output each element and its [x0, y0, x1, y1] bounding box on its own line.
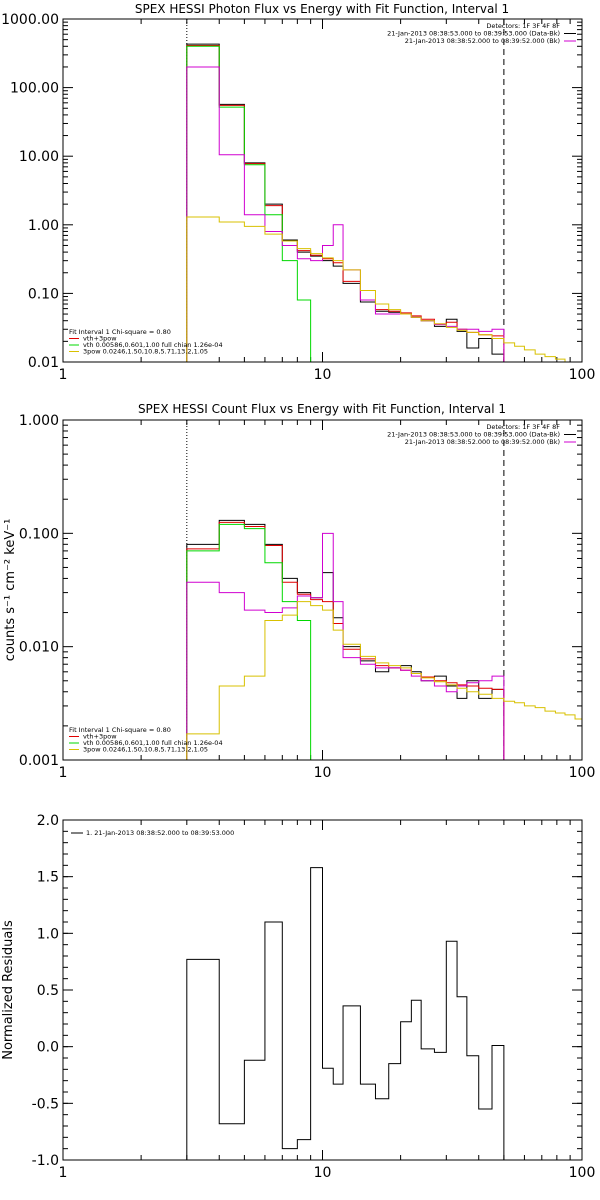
legend-entry: Fit Interval 1 Chi-square = 0.80	[69, 328, 171, 336]
series-red-line	[186, 521, 505, 760]
legend-entry: vth 0.00586,0.601,1.00 full chian 1.26e-…	[83, 739, 223, 747]
chart-title: SPEX HESSI Photon Flux vs Energy with Fi…	[135, 2, 509, 16]
legend-entry: 21-Jan-2013 08:38:53.000 to 08:39:53.000…	[387, 431, 560, 439]
legend-entry: 1. 21-Jan-2013 08:38:52.000 to 08:39:53.…	[86, 829, 234, 837]
y-tick-label: 0.5	[37, 983, 59, 999]
legend-entry: Fit Interval 1 Chi-square = 0.80	[69, 726, 171, 734]
x-tick-label: 1	[59, 1165, 68, 1181]
series-green-line	[186, 523, 323, 761]
legend-entry: 21-Jan-2013 08:38:53.000 to 08:39:53.000…	[387, 30, 560, 38]
x-tick-label: 10	[314, 367, 332, 383]
x-tick-label: 100	[569, 765, 596, 781]
y-tick-label: 1.0	[37, 926, 59, 942]
y-tick-label: -1.0	[32, 1153, 59, 1169]
y-tick-label: 0.001	[19, 753, 59, 769]
series-black-line	[186, 519, 505, 760]
y-tick-label: 0.100	[19, 526, 59, 542]
y-tick-label: 1.00	[28, 218, 59, 234]
legend-entry: 21-Jan-2013 08:38:52.000 to 08:39:52.000…	[405, 438, 560, 446]
series-magenta-line	[186, 532, 505, 760]
y-tick-label: 1.5	[37, 870, 59, 886]
y-axis-label: Normalized Residuals	[1, 920, 16, 1060]
x-tick-label: 1	[59, 765, 68, 781]
legend-entry: Detectors: 1F 3F 4F 8F	[486, 423, 560, 431]
series-black-line	[186, 43, 505, 362]
y-tick-label: 10.00	[19, 149, 59, 165]
x-tick-label: 100	[569, 1165, 596, 1181]
series-red-line	[186, 45, 505, 362]
y-tick-label: 0.01	[28, 355, 59, 371]
legend-entry: vth+3pow	[83, 335, 117, 343]
series-yellow-line	[186, 216, 582, 363]
legend-entry: 3pow 0.0246,1.50,10.8,5.71,13.2,1.05	[83, 348, 208, 356]
series-green-line	[186, 45, 323, 363]
y-tick-label: -0.5	[32, 1096, 59, 1112]
legend-entry: Detectors: 1F 3F 4F 8F	[486, 22, 560, 30]
x-tick-label: 1	[59, 367, 68, 383]
y-tick-label: 100.00	[10, 81, 59, 97]
y-tick-label: 0.10	[28, 286, 59, 302]
series-residuals-line	[186, 867, 505, 1160]
y-tick-label: 1000.00	[1, 12, 59, 28]
series-magenta-line	[186, 66, 505, 362]
y-axis-label: counts s⁻¹ cm⁻² keV⁻¹	[3, 519, 18, 662]
legend-entry: vth+3pow	[83, 733, 117, 741]
residuals-chart: 1 10 100 -1.0 -0.5 0.0 0.5 1.0 1.5 2.0 1. 21-Jan-…	[1, 813, 595, 1181]
x-tick-label: 10	[314, 765, 332, 781]
photon-flux-chart: SPEX HESSI Photon Flux vs Energy with Fi…	[1, 2, 595, 383]
legend-entry: 3pow 0.0246,1.50,10.8,5.71,13.2,1.05	[83, 746, 208, 754]
legend-entry: vth 0.00586,0.601,1.00 full chian 1.26e-…	[83, 341, 223, 349]
plot-frame	[62, 419, 583, 761]
chart-title: SPEX HESSI Count Flux vs Energy with Fit…	[138, 402, 506, 416]
y-tick-label: 0.010	[19, 640, 59, 656]
y-tick-label: 1.000	[19, 413, 59, 429]
plot-frame	[62, 18, 583, 363]
legend-entry: 21-Jan-2013 08:38:52.000 to 08:39:52.000…	[405, 37, 560, 45]
y-tick-label: 0.0	[37, 1040, 59, 1056]
y-tick-label: 2.0	[37, 813, 59, 829]
x-tick-label: 100	[569, 367, 596, 383]
count-flux-chart: SPEX HESSI Count Flux vs Energy with Fit…	[3, 402, 595, 781]
plot-frame	[62, 819, 583, 1161]
x-tick-label: 10	[314, 1165, 332, 1181]
series-yellow-line	[186, 601, 583, 760]
